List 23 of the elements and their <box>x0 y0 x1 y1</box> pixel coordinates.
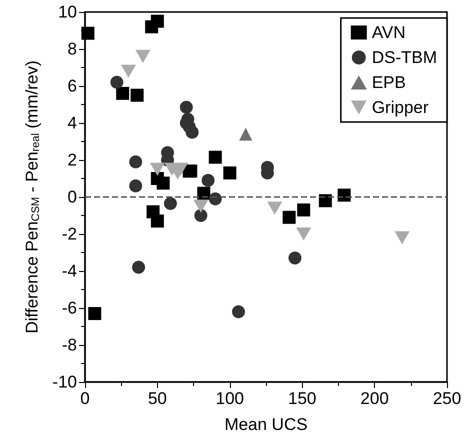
legend-label: AVN <box>372 23 406 42</box>
y-tick-label: -6 <box>62 298 77 318</box>
legend-label: Gripper <box>372 98 429 117</box>
x-tick-label: 150 <box>288 389 316 408</box>
y-tick-label: 2 <box>68 150 77 170</box>
y-axis-title: Difference PenCSM - Penreal (mm/rev) <box>22 60 42 334</box>
y-tick-label: -2 <box>62 224 77 244</box>
y-tick-label: 4 <box>68 114 77 132</box>
x-tick-label: 200 <box>360 389 389 408</box>
x-tick-label: 100 <box>216 389 244 408</box>
x-tick-label: 250 <box>432 389 462 408</box>
x-tick-label: 0 <box>80 389 90 408</box>
y-tick-label: 10 <box>58 2 77 22</box>
y-tick-label: 8 <box>68 40 77 58</box>
legend-label: EPB <box>372 73 406 92</box>
x-axis-title: Mean UCS <box>224 415 308 434</box>
y-tick-label: -8 <box>62 336 77 354</box>
y-tick-label: -10 <box>52 372 77 392</box>
x-tick-label: 50 <box>148 389 167 408</box>
y-tick-label: 0 <box>68 188 77 206</box>
y-tick-label: 6 <box>68 76 77 96</box>
y-tick-label: -4 <box>62 262 77 280</box>
legend-label: DS-TBM <box>372 48 438 67</box>
